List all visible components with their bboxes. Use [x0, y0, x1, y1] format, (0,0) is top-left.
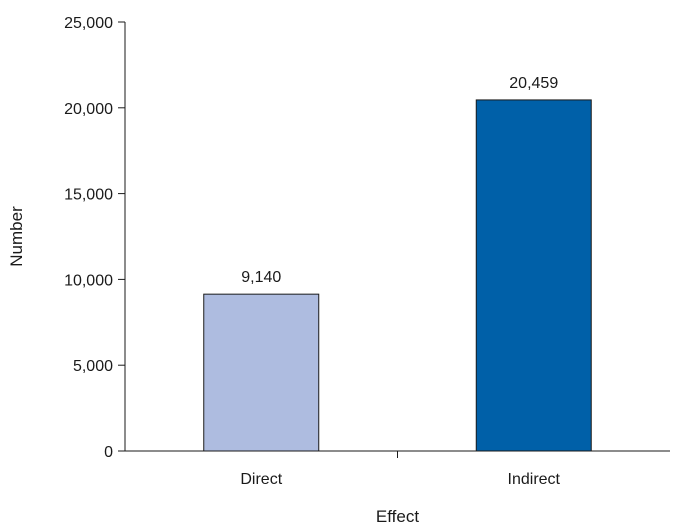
y-tick-label: 20,000: [64, 101, 113, 118]
y-axis-title: Number: [7, 206, 26, 267]
y-tick-label: 25,000: [64, 15, 113, 32]
bar-direct: [203, 293, 320, 452]
y-tick-label: 15,000: [64, 187, 113, 204]
data-labels: 9,140 20,459: [241, 75, 558, 286]
y-tick-label: 0: [104, 444, 113, 461]
x-category-label: Direct: [240, 471, 282, 488]
bar-indirect: [475, 99, 592, 452]
y-tick-label: 5,000: [73, 358, 113, 375]
y-tick-label: 10,000: [64, 272, 113, 289]
data-label-indirect: 20,459: [509, 75, 558, 92]
data-label-direct: 9,140: [241, 269, 281, 286]
y-axis: 0 5,000 10,000 15,000 20,000 25,000: [64, 15, 126, 461]
x-axis: Direct Indirect: [125, 450, 670, 488]
x-category-label: Indirect: [508, 471, 561, 488]
bars: [203, 99, 592, 452]
x-axis-title: Effect: [376, 507, 419, 526]
